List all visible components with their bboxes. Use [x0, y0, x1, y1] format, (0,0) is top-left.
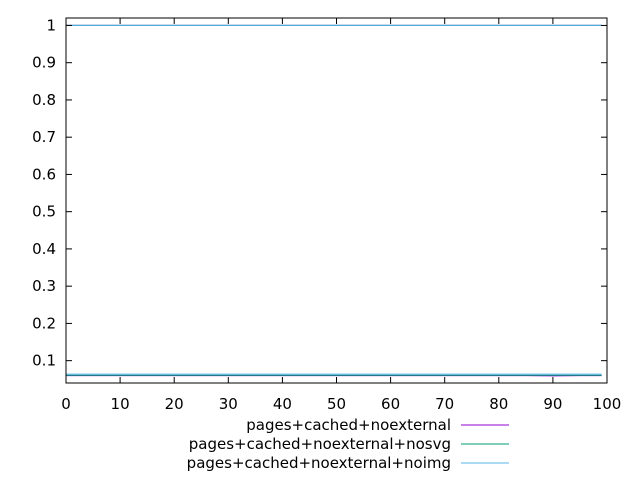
y-tick-label: 1: [46, 16, 56, 34]
x-tick-label: 70: [435, 395, 454, 413]
x-tick-label: 60: [381, 395, 400, 413]
x-tick-label: 10: [111, 395, 130, 413]
y-tick-label: 0.4: [32, 240, 56, 258]
legend: pages+cached+noexternalpages+cached+noex…: [187, 416, 509, 472]
y-tick-label: 0.8: [32, 91, 56, 109]
plot-frame: [65, 17, 608, 384]
x-tick-label: 90: [543, 395, 562, 413]
x-tick-label: 100: [593, 395, 622, 413]
x-tick-label: 40: [273, 395, 292, 413]
y-tick-label: 0.1: [32, 352, 56, 370]
y-tick-label: 0.3: [32, 277, 56, 295]
x-tick-label: 20: [165, 395, 184, 413]
y-tick-label: 0.7: [32, 128, 56, 146]
series-layer: [66, 24, 602, 377]
y-tick-label: 0.2: [32, 314, 56, 332]
legend-label-3: pages+cached+noexternal+noimg: [187, 454, 451, 472]
x-tick-label: 50: [327, 395, 346, 413]
y-tick-label: 0.6: [32, 165, 56, 183]
legend-label-2: pages+cached+noexternal+nosvg: [189, 435, 451, 453]
x-axis: 0 10 20 30 40 50 60 70 80 90 100: [61, 18, 621, 413]
y-tick-label: 0.9: [32, 54, 56, 72]
x-tick-label: 0: [61, 395, 71, 413]
x-tick-label: 30: [219, 395, 238, 413]
legend-label-1: pages+cached+noexternal: [246, 416, 451, 434]
y-tick-label: 0.5: [32, 203, 56, 221]
x-tick-label: 80: [489, 395, 508, 413]
y-axis: 0.1 0.2 0.3 0.4 0.5 0.6 0.7 0.8 0.9 1: [32, 16, 607, 370]
